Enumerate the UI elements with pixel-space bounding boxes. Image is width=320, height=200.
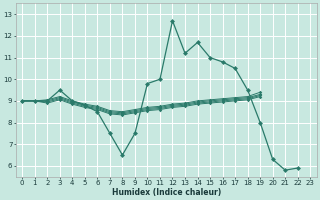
X-axis label: Humidex (Indice chaleur): Humidex (Indice chaleur) — [112, 188, 221, 197]
